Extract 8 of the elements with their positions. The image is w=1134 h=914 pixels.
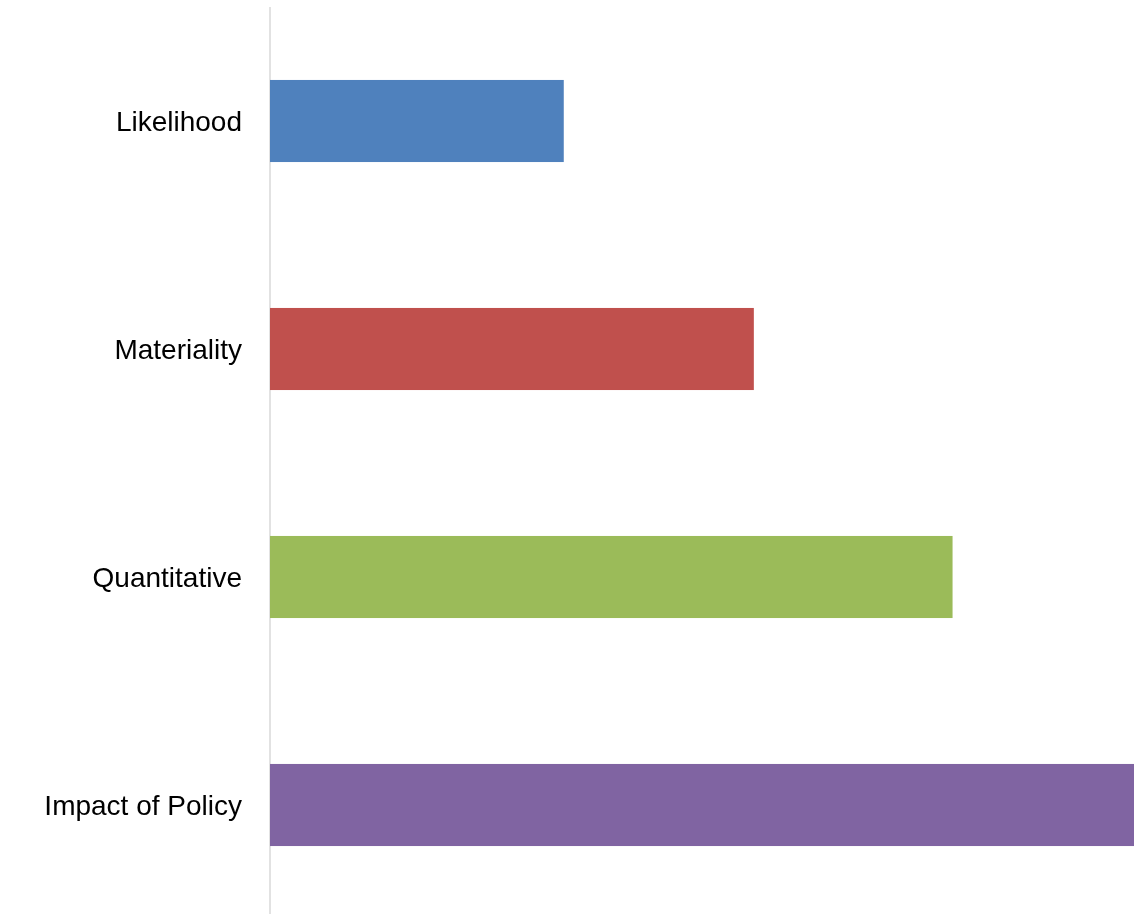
y-tick-label: Materiality <box>114 333 242 365</box>
y-tick-label: Likelihood <box>115 105 242 137</box>
bar <box>270 307 754 391</box>
y-tick-label: Impact of Policy <box>44 789 242 821</box>
bar <box>270 763 1134 847</box>
bar <box>270 79 564 163</box>
y-tick-label: Quantitative <box>92 561 242 593</box>
bar <box>270 535 953 619</box>
